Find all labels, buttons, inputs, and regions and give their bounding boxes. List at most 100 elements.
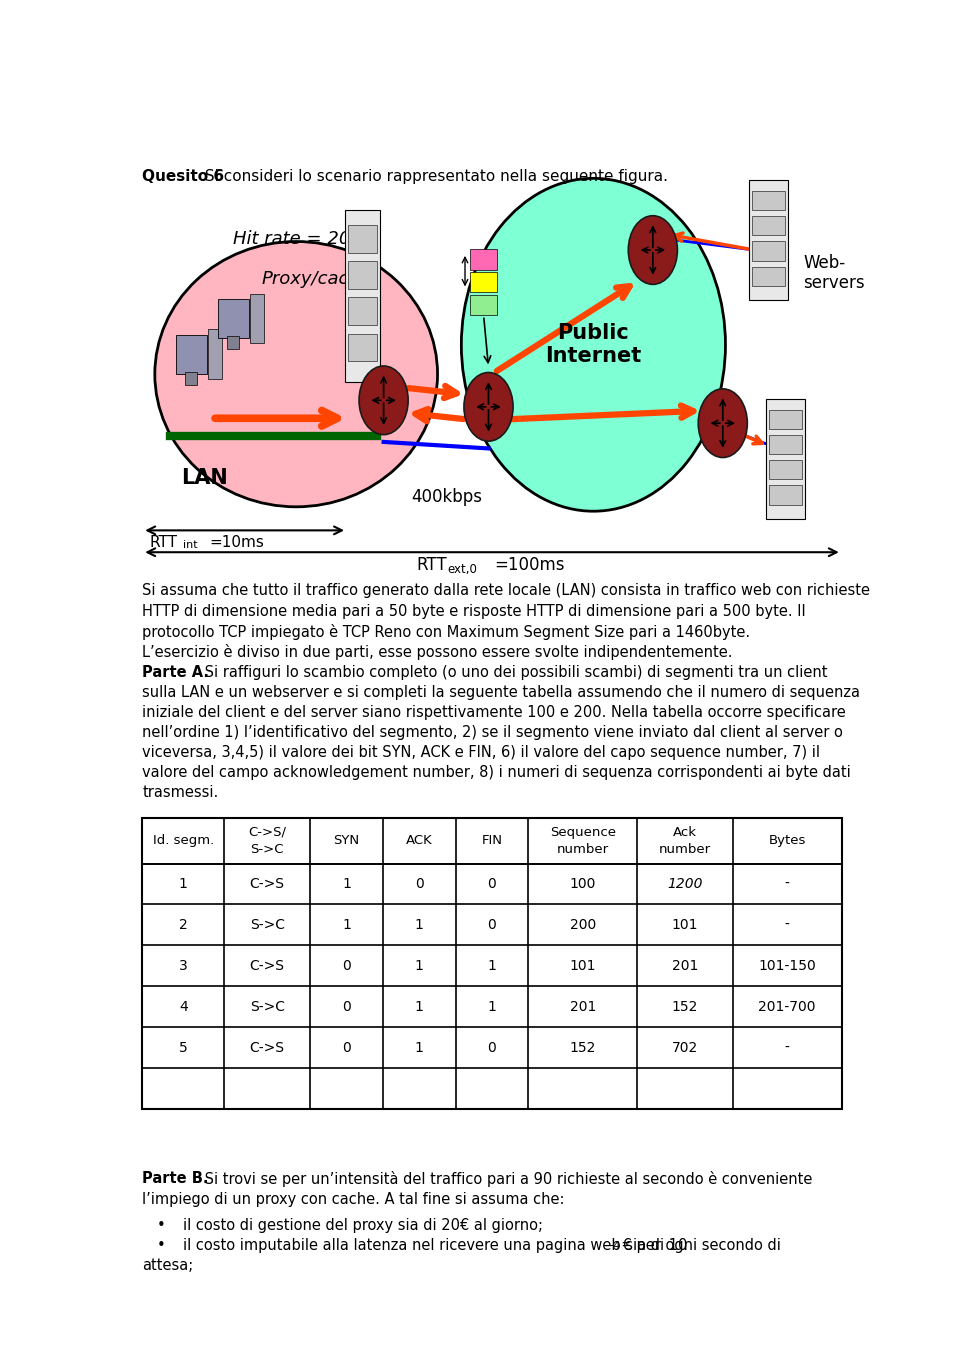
Text: SYN: SYN bbox=[334, 834, 360, 847]
Text: 1: 1 bbox=[488, 1000, 496, 1013]
Text: iniziale del client e del server siano rispettivamente 100 e 200. Nella tabella : iniziale del client e del server siano r… bbox=[142, 705, 846, 720]
Text: number: number bbox=[659, 843, 711, 855]
Text: 0: 0 bbox=[343, 959, 351, 973]
Text: protocollo TCP impiegato è TCP Reno con Maximum Segment Size pari a 1460byte.: protocollo TCP impiegato è TCP Reno con … bbox=[142, 624, 751, 639]
Text: •: • bbox=[156, 1217, 165, 1232]
Bar bbox=[176, 335, 207, 374]
Text: 152: 152 bbox=[672, 1000, 698, 1013]
Text: -: - bbox=[784, 1040, 790, 1055]
Bar bbox=[769, 485, 803, 504]
Bar bbox=[766, 400, 805, 519]
Bar bbox=[142, 817, 842, 1109]
Bar bbox=[348, 297, 377, 326]
Text: S->C: S->C bbox=[250, 1000, 285, 1013]
Bar bbox=[769, 411, 803, 430]
Text: C->S/: C->S/ bbox=[249, 825, 286, 839]
Text: 152: 152 bbox=[569, 1040, 596, 1055]
Text: Ack: Ack bbox=[673, 825, 697, 839]
Bar bbox=[749, 181, 787, 300]
Text: 100: 100 bbox=[569, 877, 596, 892]
Text: Quesito 6: Quesito 6 bbox=[142, 169, 225, 184]
Text: attesa;: attesa; bbox=[142, 1258, 194, 1273]
Text: nell’ordine 1) l’identificativo del segmento, 2) se il segmento viene inviato da: nell’ordine 1) l’identificativo del segm… bbox=[142, 725, 843, 740]
Bar bbox=[348, 226, 377, 253]
Text: 1: 1 bbox=[343, 917, 351, 932]
Bar bbox=[470, 295, 497, 315]
Text: −4: −4 bbox=[605, 1242, 621, 1251]
Bar bbox=[470, 249, 497, 270]
Text: C->S: C->S bbox=[250, 1040, 285, 1055]
Text: Parte B.: Parte B. bbox=[142, 1171, 209, 1186]
Circle shape bbox=[359, 366, 408, 435]
Text: =10ms: =10ms bbox=[209, 535, 264, 550]
Text: -: - bbox=[784, 917, 790, 932]
Text: 1: 1 bbox=[415, 1040, 423, 1055]
Bar bbox=[752, 242, 784, 261]
Bar bbox=[185, 372, 197, 385]
Text: 0: 0 bbox=[415, 877, 423, 892]
Text: 1: 1 bbox=[488, 959, 496, 973]
Text: il costo imputabile alla latenza nel ricevere una pagina web sia di 10: il costo imputabile alla latenza nel ric… bbox=[183, 1238, 687, 1252]
Text: 1200: 1200 bbox=[667, 877, 703, 892]
Text: Sequence: Sequence bbox=[550, 825, 615, 839]
Text: viceversa, 3,4,5) il valore dei bit SYN, ACK e FIN, 6) il valore del capo sequen: viceversa, 3,4,5) il valore dei bit SYN,… bbox=[142, 746, 820, 761]
Text: 1: 1 bbox=[343, 877, 351, 892]
Text: 0: 0 bbox=[343, 1040, 351, 1055]
Text: 101-150: 101-150 bbox=[758, 959, 816, 973]
Bar bbox=[348, 334, 377, 361]
Text: 5: 5 bbox=[179, 1040, 187, 1055]
Text: 0: 0 bbox=[488, 1040, 496, 1055]
Text: Id. segm.: Id. segm. bbox=[153, 834, 214, 847]
Text: Web-
servers: Web- servers bbox=[804, 254, 865, 292]
Text: valore del campo acknowledgement number, 8) i numeri di sequenza corrispondenti : valore del campo acknowledgement number,… bbox=[142, 765, 852, 780]
Bar bbox=[348, 262, 377, 289]
Text: 101: 101 bbox=[569, 959, 596, 973]
Circle shape bbox=[464, 373, 513, 442]
Text: 101: 101 bbox=[672, 917, 698, 932]
Text: FIN: FIN bbox=[482, 834, 502, 847]
Text: HTTP di dimensione media pari a 50 byte e risposte HTTP di dimensione pari a 500: HTTP di dimensione media pari a 50 byte … bbox=[142, 604, 806, 619]
Bar bbox=[752, 192, 784, 211]
Text: 1: 1 bbox=[415, 1000, 423, 1013]
Text: 200: 200 bbox=[569, 917, 596, 932]
Text: •: • bbox=[156, 1238, 165, 1252]
Text: LAN: LAN bbox=[180, 469, 228, 489]
Bar bbox=[251, 293, 264, 343]
Circle shape bbox=[698, 389, 747, 458]
Text: Si consideri lo scenario rappresentato nella seguente figura.: Si consideri lo scenario rappresentato n… bbox=[200, 169, 667, 184]
Text: Si assuma che tutto il traffico generato dalla rete locale (LAN) consista in tra: Si assuma che tutto il traffico generato… bbox=[142, 584, 871, 598]
Bar bbox=[769, 461, 803, 480]
Text: trasmessi.: trasmessi. bbox=[142, 785, 219, 800]
Text: C->S: C->S bbox=[250, 959, 285, 973]
Circle shape bbox=[628, 216, 678, 284]
Ellipse shape bbox=[155, 242, 438, 507]
Text: 4: 4 bbox=[179, 1000, 187, 1013]
Text: 400kbps: 400kbps bbox=[411, 489, 482, 507]
Text: 702: 702 bbox=[672, 1040, 698, 1055]
Text: 0: 0 bbox=[488, 877, 496, 892]
Text: 201: 201 bbox=[569, 1000, 596, 1013]
Text: L’esercizio è diviso in due parti, esse possono essere svolte indipendentemente.: L’esercizio è diviso in due parti, esse … bbox=[142, 643, 732, 659]
Text: ACK: ACK bbox=[406, 834, 433, 847]
Text: 0: 0 bbox=[343, 1000, 351, 1013]
Text: l’impiego di un proxy con cache. A tal fine si assuma che:: l’impiego di un proxy con cache. A tal f… bbox=[142, 1192, 564, 1206]
Text: sulla LAN e un webserver e si completi la seguente tabella assumendo che il nume: sulla LAN e un webserver e si completi l… bbox=[142, 685, 860, 700]
Text: 0: 0 bbox=[488, 917, 496, 932]
Text: RTT: RTT bbox=[417, 557, 447, 574]
Text: number: number bbox=[557, 843, 609, 855]
Text: Proxy/cache: Proxy/cache bbox=[261, 270, 372, 288]
Bar bbox=[218, 299, 249, 338]
Text: 1: 1 bbox=[415, 917, 423, 932]
Text: C->S: C->S bbox=[250, 877, 285, 892]
Text: -: - bbox=[784, 877, 790, 892]
Text: int: int bbox=[183, 540, 198, 550]
Text: Public
Internet: Public Internet bbox=[545, 323, 641, 366]
Bar bbox=[769, 435, 803, 454]
Bar bbox=[208, 330, 222, 380]
Text: S->C: S->C bbox=[250, 917, 285, 932]
Text: il costo di gestione del proxy sia di 20€ al giorno;: il costo di gestione del proxy sia di 20… bbox=[183, 1217, 543, 1232]
Text: € per ogni secondo di: € per ogni secondo di bbox=[618, 1238, 781, 1252]
Text: Si trovi se per un’intensità del traffico pari a 90 richieste al secondo è conve: Si trovi se per un’intensità del traffic… bbox=[200, 1171, 812, 1188]
Ellipse shape bbox=[462, 178, 726, 511]
Text: Bytes: Bytes bbox=[769, 834, 805, 847]
